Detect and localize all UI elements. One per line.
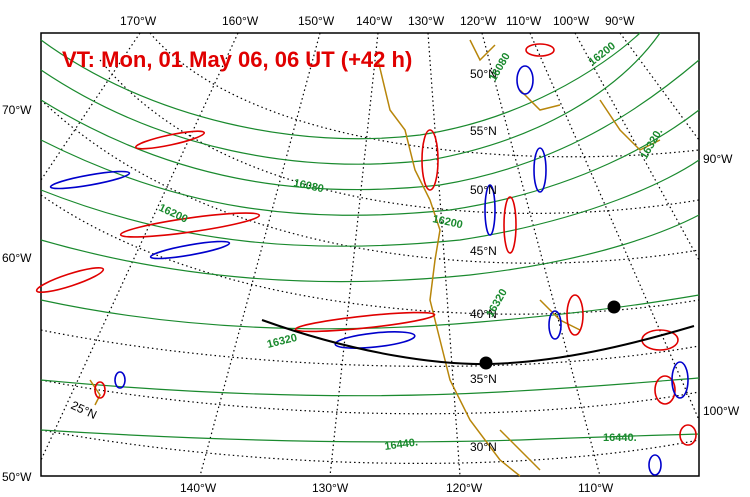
lon-label-top: 160°W xyxy=(222,14,259,28)
lon-label-top: 170°W xyxy=(120,14,157,28)
lat-label: 50°N xyxy=(470,67,497,81)
lon-label-top: 130°W xyxy=(408,14,445,28)
top-lon-labels: 170°W 160°W 150°W 140°W 130°W 120°W 110°… xyxy=(120,14,635,28)
lon-label-right: 100°W xyxy=(703,404,740,418)
cross-section-point-2 xyxy=(607,300,621,314)
bottom-lon-labels: 140°W 130°W 120°W 110°W xyxy=(180,481,614,495)
lon-label-top: 150°W xyxy=(298,14,335,28)
lon-label-top: 100°W xyxy=(553,14,590,28)
lon-label-top: 120°W xyxy=(460,14,497,28)
height-contours xyxy=(40,32,700,443)
lon-label-bottom: 110°W xyxy=(578,481,614,495)
lat-label: 30°N xyxy=(470,440,497,454)
lon-label-top: 90°W xyxy=(605,14,635,28)
lat-label: 40°N xyxy=(470,307,497,321)
graticule xyxy=(40,32,700,477)
cross-section-point-1 xyxy=(479,356,493,370)
lon-label-left: 70°W xyxy=(2,103,32,117)
lon-label-bottom: 140°W xyxy=(180,481,217,495)
lon-label-top: 110°W xyxy=(506,14,542,28)
lat-label: 55°N xyxy=(470,124,497,138)
lon-label-left: 60°W xyxy=(2,251,32,265)
side-lon-labels: 70°W 60°W 50°W 90°W 100°W xyxy=(2,103,740,484)
lon-label-left: 50°W xyxy=(2,470,32,484)
lat-labels: 50°N 55°N 50°N 45°N 40°N 35°N 30°N 25°N xyxy=(69,67,497,454)
lat-label: 35°N xyxy=(470,372,497,386)
lon-label-bottom: 120°W xyxy=(446,481,483,495)
coastline xyxy=(89,39,661,477)
map-frame xyxy=(40,32,700,477)
lat-label: 50°N xyxy=(470,183,497,197)
negative-contours xyxy=(49,65,689,476)
contour-label: 16440. xyxy=(384,436,419,453)
lat-label: 45°N xyxy=(470,244,497,258)
contour-label: 16440. xyxy=(603,432,637,444)
lon-label-right: 90°W xyxy=(703,152,733,166)
valid-time-title: VT: Mon, 01 May 06, 06 UT (+42 h) xyxy=(62,47,412,72)
lon-label-bottom: 130°W xyxy=(312,481,349,495)
lon-label-top: 140°W xyxy=(356,14,393,28)
